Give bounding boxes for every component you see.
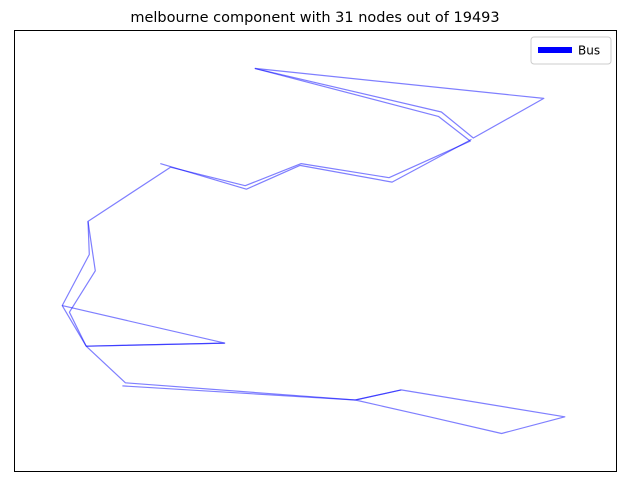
series-line-segment [86, 342, 225, 347]
series-layer [61, 67, 566, 435]
series-line-segment [68, 67, 566, 435]
chart-title: melbourne component with 31 nodes out of… [130, 10, 499, 26]
series-line-segment [160, 138, 472, 190]
legend: Bus [530, 36, 612, 65]
series-line-segment [254, 67, 545, 139]
legend-label: Bus [578, 44, 600, 58]
series-line-segment [355, 389, 402, 401]
plot-area [14, 30, 617, 472]
series-line-segment [122, 385, 356, 401]
series-line-segment [61, 221, 90, 347]
